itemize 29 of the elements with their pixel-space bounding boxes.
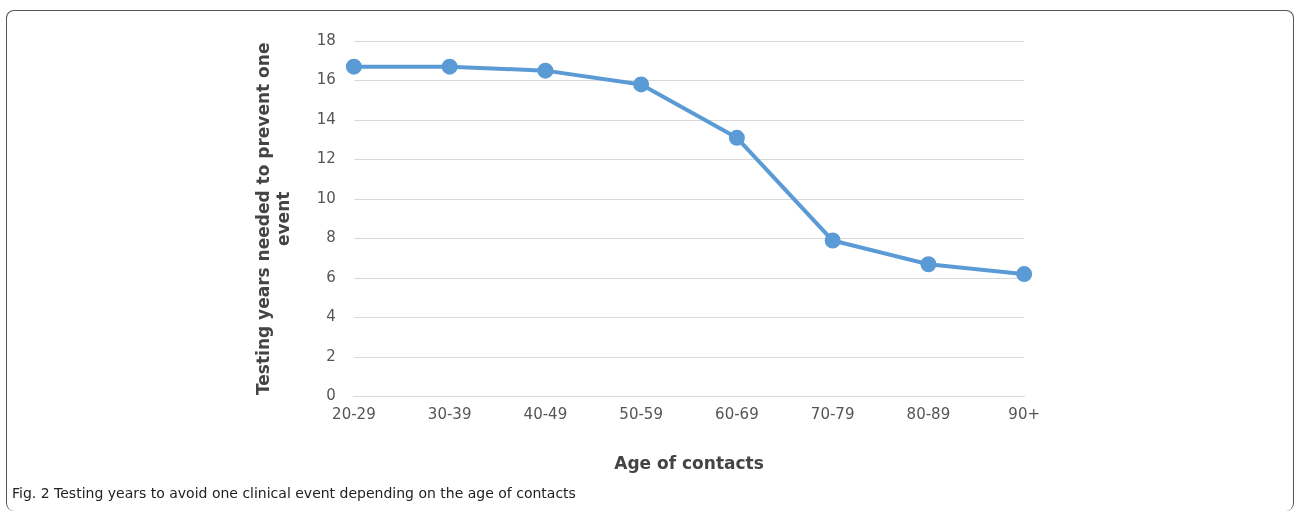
- y-tick-label: 0: [326, 386, 336, 405]
- y-tick-label: 18: [316, 30, 336, 49]
- caption: Fig. 2 Testing years to avoid one clinical event depending on the age of contacts: [12, 485, 576, 501]
- point: [824, 232, 841, 249]
- point: [537, 62, 554, 79]
- y-tick-label: 6: [326, 267, 336, 286]
- x-tick-label: 90+: [1008, 405, 1040, 424]
- y-tick-label: 10: [316, 188, 336, 207]
- point: [920, 256, 937, 273]
- x-axis-title: Age of contacts: [614, 453, 764, 474]
- point: [728, 129, 745, 146]
- y-tick-label: 16: [316, 70, 336, 89]
- y-tick-label: 12: [316, 149, 336, 168]
- x-tick-label: 50-59: [619, 405, 663, 424]
- point: [1016, 266, 1033, 283]
- x-tick-label: 80-89: [906, 405, 951, 424]
- y-tick-label: 4: [326, 307, 336, 326]
- x-tick-label: 30-39: [427, 405, 472, 424]
- point: [441, 58, 458, 75]
- y-tick-label: 14: [316, 109, 336, 128]
- y-tick-label: 2: [326, 346, 336, 365]
- x-tick-label: 70-79: [810, 405, 855, 424]
- y-tick-label: 8: [326, 228, 336, 247]
- x-tick-label: 60-69: [715, 405, 759, 424]
- y-axis-title: Testing years needed to prevent one event: [252, 42, 294, 396]
- point: [345, 58, 362, 75]
- x-tick-label: 40-49: [523, 405, 568, 424]
- x-tick-label: 20-29: [332, 405, 376, 424]
- point: [633, 76, 650, 93]
